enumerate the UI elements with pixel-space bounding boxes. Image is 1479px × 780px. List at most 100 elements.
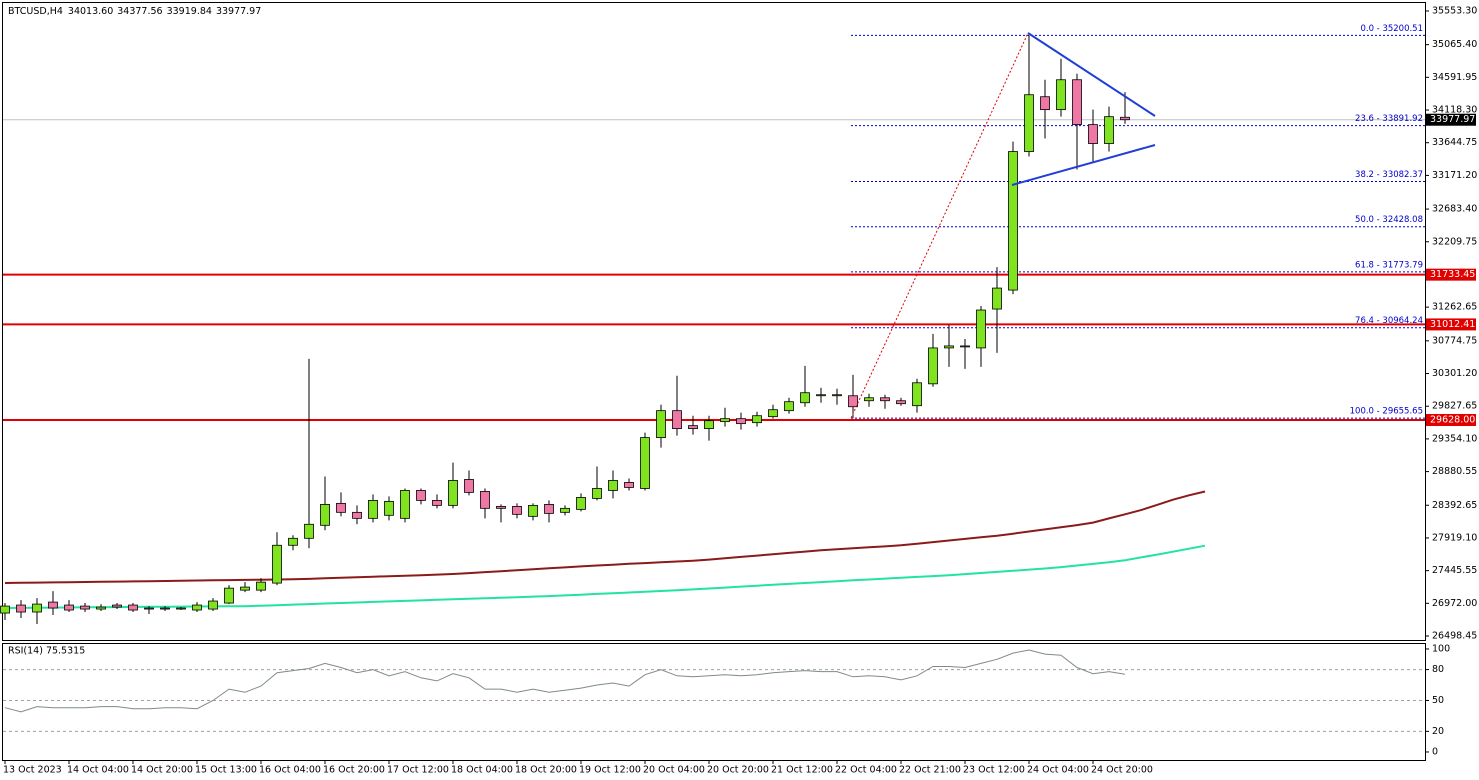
y-tick-label: 33644.75 <box>1432 137 1477 148</box>
x-tick-label: 23 Oct 12:00 <box>963 765 1025 776</box>
candle-body <box>1072 79 1082 126</box>
candle-body <box>432 500 442 506</box>
last-price-label: 33977.97 <box>1430 114 1475 125</box>
header: BTCUSD,H4 34013.60 34377.56 33919.84 33977.9… <box>8 6 261 17</box>
candle-body <box>320 504 330 526</box>
candle-body <box>160 607 170 610</box>
rsi-tick-label: 100 <box>1432 643 1450 654</box>
low-text: 33919.84 <box>167 6 212 17</box>
y-tick-label: 28392.65 <box>1432 500 1477 511</box>
candle-body <box>752 415 762 424</box>
y-tick-label: 26972.00 <box>1432 598 1477 609</box>
candle-body <box>304 523 314 539</box>
candle-body <box>704 420 714 430</box>
candle-body <box>0 605 10 614</box>
candle-body <box>496 506 506 509</box>
candle-body <box>64 604 74 611</box>
candle-body <box>912 382 922 407</box>
candle-body <box>400 490 410 519</box>
candle-body <box>768 409 778 418</box>
support-label-box <box>1426 268 1476 281</box>
fib-label: 38.2 - 33082.37 <box>1355 170 1423 180</box>
support-label: 31012.41 <box>1430 319 1475 330</box>
y-tick-label: 31262.65 <box>1432 302 1477 313</box>
candle-body <box>960 345 970 348</box>
candle-body <box>1040 96 1050 111</box>
candle-body <box>48 601 58 609</box>
triangle-upper <box>1027 32 1156 117</box>
candle-body <box>736 418 746 425</box>
x-tick-label: 20 Oct 20:00 <box>707 765 769 776</box>
candle-body <box>800 392 810 404</box>
candle-body <box>544 504 554 514</box>
candle-body <box>480 491 490 509</box>
rsi-tick-label: 20 <box>1432 726 1444 737</box>
candle-body <box>208 600 218 610</box>
candle-body <box>368 500 378 519</box>
y-tick-label: 30774.75 <box>1432 335 1477 346</box>
candle-body <box>560 507 570 513</box>
candle-body <box>832 394 842 397</box>
x-tick-label: 18 Oct 04:00 <box>451 765 513 776</box>
main-frame <box>2 2 1426 641</box>
x-tick-label: 22 Oct 21:00 <box>899 765 961 776</box>
rsi-frame <box>2 643 1426 761</box>
candle-body <box>784 401 794 412</box>
candle-body <box>592 488 602 499</box>
fib-label: 100.0 - 29655.65 <box>1350 407 1423 417</box>
open-text: 34013.60 <box>68 6 113 17</box>
candle-body <box>32 603 42 613</box>
candle-body <box>992 287 1002 310</box>
candle-body <box>896 400 906 405</box>
x-tick-label: 24 Oct 20:00 <box>1091 765 1153 776</box>
candle-body <box>672 410 682 430</box>
x-tick-label: 13 Oct 2023 <box>3 765 62 776</box>
y-tick-label: 28880.55 <box>1432 466 1477 477</box>
candle-body <box>688 425 698 430</box>
fib-label: 76.4 - 30964.24 <box>1355 316 1423 326</box>
candle-body <box>192 604 202 611</box>
candle-body <box>256 581 266 591</box>
candle-body <box>96 606 106 610</box>
candle-body <box>864 397 874 402</box>
candle-body <box>848 395 858 408</box>
y-tick-label: 34118.30 <box>1432 105 1477 116</box>
symbol: BTCUSD,H4 <box>8 6 63 17</box>
candle-body <box>528 504 538 517</box>
x-tick-label: 18 Oct 20:00 <box>515 765 577 776</box>
candle-body <box>624 482 634 488</box>
rsi-tick-label: 0 <box>1432 746 1438 757</box>
rsi-tick-label: 50 <box>1432 695 1444 706</box>
candle-body <box>176 607 186 610</box>
support-label-box <box>1426 413 1476 426</box>
candle-body <box>816 394 826 397</box>
rsi-line <box>4 649 1126 713</box>
candle-body <box>608 480 618 491</box>
x-tick-label: 24 Oct 04:00 <box>1027 765 1089 776</box>
labels-layer: 35553.30 35065.40 34591.95 34118.30 33644.75… <box>3 5 1477 775</box>
ma-layer <box>4 490 1206 713</box>
support-label-box <box>1426 318 1476 331</box>
y-tick-label: 35553.30 <box>1432 5 1477 16</box>
candle-body <box>448 480 458 506</box>
candles-layer <box>0 35 1130 625</box>
moving-average <box>4 490 1206 584</box>
candle-body <box>1088 124 1098 144</box>
x-tick-label: 14 Oct 04:00 <box>67 765 129 776</box>
candle-body <box>880 397 890 402</box>
candle-body <box>16 604 26 613</box>
y-tick-label: 26498.45 <box>1432 631 1477 642</box>
x-tick-label: 21 Oct 12:00 <box>771 765 833 776</box>
y-tick-label: 35065.40 <box>1432 39 1477 50</box>
candle-body <box>272 544 282 584</box>
candle-body <box>352 511 362 519</box>
candle-body <box>1104 116 1114 144</box>
y-tick-label: 32209.75 <box>1432 236 1477 247</box>
candle-body <box>1008 151 1018 291</box>
candle-body <box>240 586 250 591</box>
candle-body <box>384 500 394 516</box>
candle-body <box>224 587 234 604</box>
y-tick-label: 33171.20 <box>1432 170 1477 181</box>
high-text: 34377.56 <box>117 6 162 17</box>
rsi-tick-label: 80 <box>1432 664 1444 675</box>
